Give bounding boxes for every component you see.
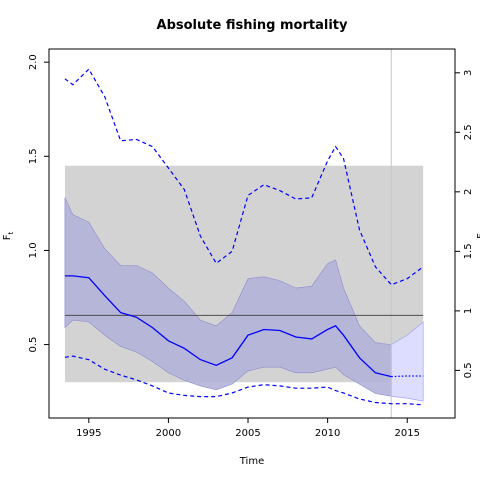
x-tick-label-1995: 1995 xyxy=(76,428,101,439)
right-y-tick-label-2: 2 xyxy=(463,189,474,195)
right-y-tick-label-1: 1 xyxy=(463,308,474,314)
estimate-line xyxy=(64,275,392,378)
y-axis-label-main: F xyxy=(2,234,13,240)
y-axis-label-subscript: t xyxy=(7,231,15,234)
x-axis-label: Time xyxy=(239,456,264,467)
x-tick-label-2000: 2000 xyxy=(156,428,181,439)
relative-upper-dashed-line xyxy=(64,68,424,286)
x-tick-label-2010: 2010 xyxy=(315,428,340,439)
y-tick-label-2: 2.0 xyxy=(28,54,39,70)
axes-layer: 1995 2000 2005 2010 2015 0.5 1.0 1.5 2.0 0.5 1 1.5 2… xyxy=(28,54,474,439)
x-tick-label-2015: 2015 xyxy=(395,428,420,439)
plot-layer xyxy=(64,49,424,418)
plot-frame xyxy=(48,48,456,419)
y-tick-label-1: 1.0 xyxy=(28,242,39,258)
right-y-tick-label-2.5: 2.5 xyxy=(463,124,474,140)
right-y-axis-label: F xyxy=(476,233,480,239)
right-y-tick-label-3: 3 xyxy=(463,70,474,76)
chart-title: Absolute fishing mortality xyxy=(157,18,348,33)
right-y-tick-label-0.5: 0.5 xyxy=(463,362,474,378)
y-tick-label-0.5: 0.5 xyxy=(28,337,39,353)
right-y-tick-label-1.5: 1.5 xyxy=(463,243,474,259)
y-tick-label-1.5: 1.5 xyxy=(28,148,39,164)
relative-lower-dashed-line xyxy=(64,355,424,406)
y-axis-label: Ft xyxy=(2,231,15,240)
x-tick-label-2005: 2005 xyxy=(235,428,260,439)
